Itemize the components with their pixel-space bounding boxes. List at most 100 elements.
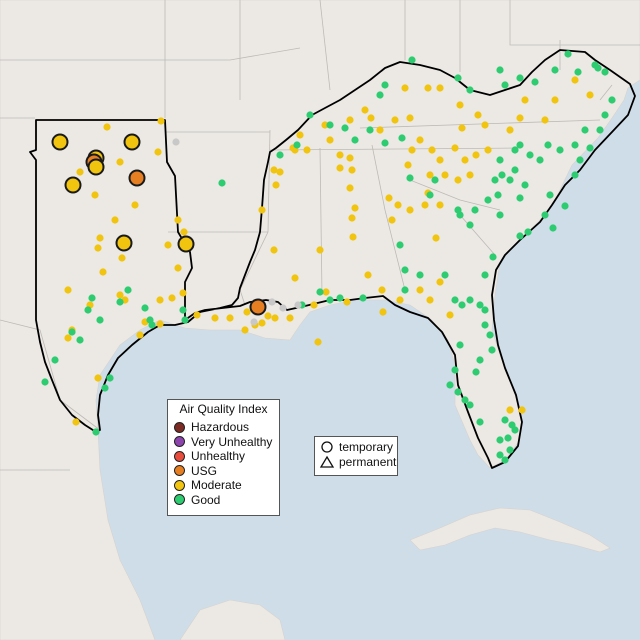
site-marker[interactable] (501, 416, 509, 424)
site-marker[interactable] (270, 246, 278, 254)
site-marker[interactable] (516, 141, 524, 149)
site-marker[interactable] (416, 136, 424, 144)
site-marker[interactable] (243, 308, 251, 316)
site-marker[interactable] (391, 116, 399, 124)
site-marker-large[interactable] (51, 133, 69, 151)
site-marker[interactable] (348, 214, 356, 222)
site-marker[interactable] (211, 314, 219, 322)
site-marker[interactable] (461, 156, 469, 164)
site-marker[interactable] (88, 294, 96, 302)
site-marker[interactable] (496, 451, 504, 459)
site-marker[interactable] (511, 146, 519, 154)
site-marker-large[interactable] (115, 234, 133, 252)
site-marker[interactable] (458, 124, 466, 132)
site-marker[interactable] (601, 68, 609, 76)
site-marker[interactable] (381, 81, 389, 89)
site-marker[interactable] (118, 254, 126, 262)
site-marker[interactable] (421, 201, 429, 209)
site-marker[interactable] (556, 146, 564, 154)
site-marker[interactable] (250, 318, 258, 326)
site-marker[interactable] (454, 388, 462, 396)
site-marker[interactable] (581, 126, 589, 134)
site-marker[interactable] (596, 126, 604, 134)
site-marker[interactable] (291, 274, 299, 282)
site-marker[interactable] (471, 206, 479, 214)
site-marker[interactable] (491, 176, 499, 184)
site-marker[interactable] (601, 111, 609, 119)
site-marker[interactable] (571, 141, 579, 149)
site-marker[interactable] (379, 308, 387, 316)
site-marker[interactable] (426, 296, 434, 304)
site-marker[interactable] (94, 374, 102, 382)
site-marker[interactable] (376, 91, 384, 99)
site-marker[interactable] (401, 266, 409, 274)
site-marker[interactable] (91, 191, 99, 199)
site-marker[interactable] (364, 271, 372, 279)
site-marker[interactable] (526, 151, 534, 159)
site-marker[interactable] (385, 194, 393, 202)
site-marker[interactable] (504, 434, 512, 442)
site-marker[interactable] (496, 156, 504, 164)
site-marker[interactable] (359, 294, 367, 302)
site-marker[interactable] (136, 331, 144, 339)
site-marker[interactable] (193, 311, 201, 319)
site-marker[interactable] (481, 121, 489, 129)
site-marker[interactable] (531, 78, 539, 86)
site-marker[interactable] (458, 301, 466, 309)
site-marker[interactable] (476, 301, 484, 309)
site-marker[interactable] (474, 111, 482, 119)
site-marker[interactable] (396, 296, 404, 304)
site-marker[interactable] (406, 114, 414, 122)
site-marker[interactable] (521, 181, 529, 189)
site-marker[interactable] (456, 211, 464, 219)
site-marker[interactable] (516, 232, 524, 240)
site-marker[interactable] (416, 271, 424, 279)
site-marker[interactable] (524, 228, 532, 236)
site-marker[interactable] (366, 126, 374, 134)
site-marker[interactable] (116, 298, 124, 306)
site-marker[interactable] (179, 289, 187, 297)
site-marker[interactable] (501, 456, 509, 464)
site-marker[interactable] (436, 278, 444, 286)
site-marker[interactable] (258, 319, 266, 327)
site-marker[interactable] (351, 204, 359, 212)
site-marker[interactable] (484, 196, 492, 204)
site-marker[interactable] (367, 114, 375, 122)
site-marker[interactable] (94, 244, 102, 252)
site-marker[interactable] (481, 321, 489, 329)
site-marker[interactable] (408, 146, 416, 154)
site-marker[interactable] (481, 271, 489, 279)
site-marker[interactable] (586, 144, 594, 152)
site-marker[interactable] (272, 181, 280, 189)
site-marker[interactable] (496, 211, 504, 219)
site-marker[interactable] (426, 191, 434, 199)
site-marker[interactable] (571, 76, 579, 84)
site-marker[interactable] (484, 146, 492, 154)
site-marker[interactable] (157, 117, 165, 125)
site-marker[interactable] (156, 296, 164, 304)
site-marker[interactable] (426, 171, 434, 179)
site-marker[interactable] (106, 374, 114, 382)
site-marker[interactable] (586, 91, 594, 99)
site-marker[interactable] (164, 241, 172, 249)
site-marker[interactable] (461, 396, 469, 404)
site-marker[interactable] (564, 50, 572, 58)
site-marker[interactable] (416, 286, 424, 294)
site-marker[interactable] (111, 216, 119, 224)
site-marker[interactable] (441, 171, 449, 179)
site-marker[interactable] (466, 296, 474, 304)
site-marker[interactable] (472, 368, 480, 376)
site-marker[interactable] (608, 96, 616, 104)
site-marker[interactable] (494, 191, 502, 199)
site-marker[interactable] (388, 216, 396, 224)
site-marker[interactable] (446, 381, 454, 389)
site-marker[interactable] (92, 428, 100, 436)
site-marker[interactable] (296, 131, 304, 139)
site-marker[interactable] (326, 136, 334, 144)
site-marker[interactable] (96, 234, 104, 242)
site-marker[interactable] (496, 436, 504, 444)
site-marker[interactable] (466, 86, 474, 94)
site-marker[interactable] (376, 126, 384, 134)
site-marker[interactable] (472, 151, 480, 159)
